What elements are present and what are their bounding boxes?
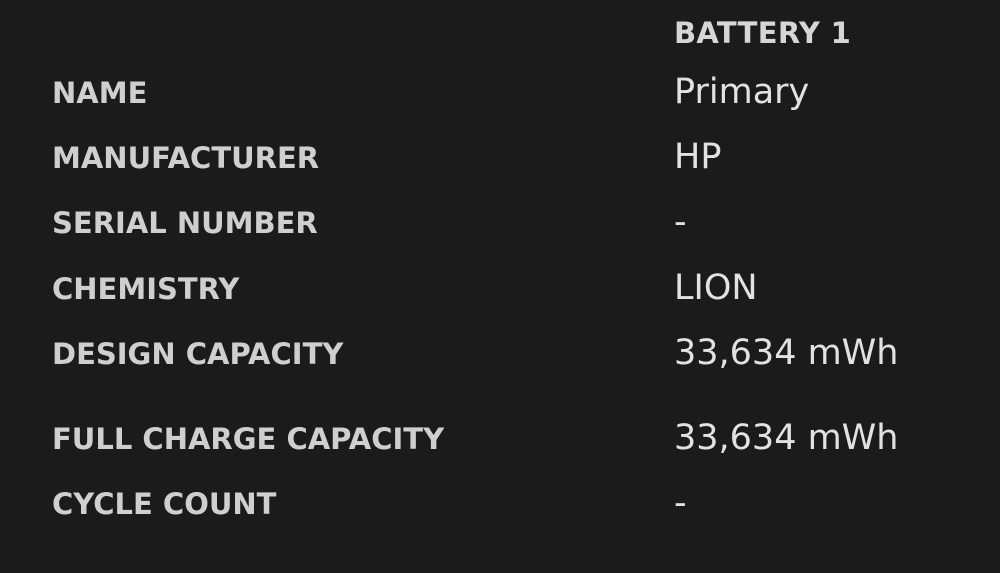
row-value: 33,634 mWh [674,333,899,373]
row-label: DESIGN CAPACITY [52,337,344,371]
row-value: HP [674,137,722,177]
row-label: SERIAL NUMBER [52,206,318,240]
row-label: NAME [52,76,148,110]
row-label: CHEMISTRY [52,272,240,306]
row-label: MANUFACTURER [52,141,320,175]
row-value: Primary [674,72,810,112]
row-label: FULL CHARGE CAPACITY [52,422,445,456]
row-value: LION [674,268,758,308]
battery-column-header: BATTERY 1 [674,16,852,50]
row-value: 33,634 mWh [674,418,899,458]
row-label: CYCLE COUNT [52,487,277,521]
row-value: - [674,483,687,523]
row-value: - [674,202,687,242]
